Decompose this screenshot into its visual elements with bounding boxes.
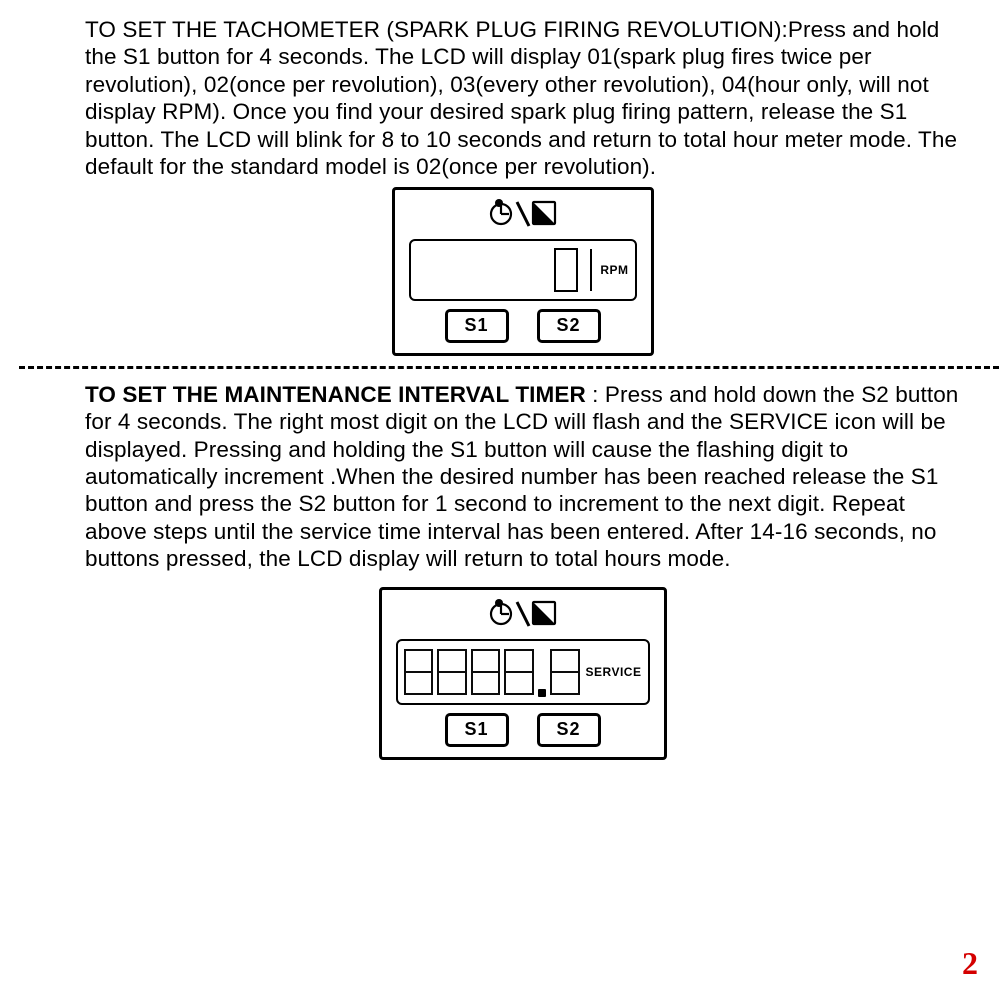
section2-sep: :: [586, 382, 605, 407]
lcd-label-service: SERVICE: [586, 665, 642, 679]
lcd-digit: [550, 649, 580, 695]
device2-icons: [396, 596, 650, 637]
lcd-digit: [471, 649, 501, 695]
lcd-decimal: [538, 689, 546, 697]
lcd-digit: [504, 649, 534, 695]
device-diagram-1: RPM S1 S2: [392, 187, 654, 356]
section2-body: Press and hold down the S2 button for 4 …: [85, 382, 958, 572]
section1-paragraph: TO SET THE TACHOMETER (SPARK PLUG FIRING…: [85, 16, 960, 181]
page-number: 2: [962, 945, 978, 982]
device2-lcd: SERVICE: [396, 639, 650, 705]
section-divider: [19, 366, 999, 369]
device1-icons: [409, 196, 637, 237]
s1-button: S1: [445, 713, 509, 747]
section2-heading: TO SET THE MAINTENANCE INTERVAL TIMER: [85, 382, 586, 407]
device1-lcd: RPM: [409, 239, 637, 301]
s2-button: S2: [537, 309, 601, 343]
device-diagram-2: SERVICE S1 S2: [379, 587, 667, 760]
section1-heading: TO SET THE TACHOMETER (SPARK PLUG FIRING…: [85, 17, 788, 42]
lcd-digit: [404, 649, 434, 695]
lcd-separator: [590, 249, 592, 291]
lcd-digit: [554, 248, 578, 292]
s2-button: S2: [537, 713, 601, 747]
lcd-digit: [437, 649, 467, 695]
section2-paragraph: TO SET THE MAINTENANCE INTERVAL TIMER : …: [85, 381, 960, 573]
lcd-label-rpm: RPM: [600, 263, 628, 277]
s1-button: S1: [445, 309, 509, 343]
